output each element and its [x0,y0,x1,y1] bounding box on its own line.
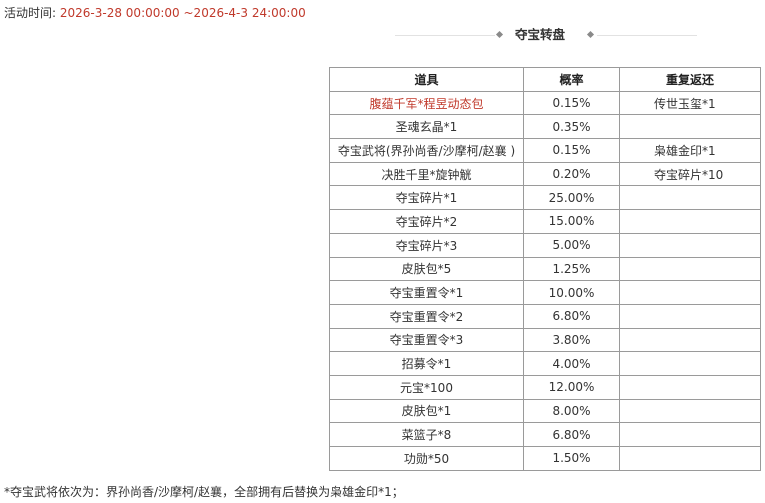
table-row: 菜篮子*8 6.80% [329,422,761,447]
table-row: 夺宝碎片*1 25.00% [329,185,761,211]
item-cell: 元宝*100 [329,374,524,400]
refund-cell [619,422,761,447]
item-cell: 夺宝武将(界孙尚香/沙摩柯/赵襄 ) [329,138,524,163]
refund-cell [619,398,761,424]
table-row: 皮肤包*1 8.00% [329,398,761,424]
refund-cell [619,374,761,400]
rate-cell: 0.20% [523,161,620,187]
table-row: 夺宝重置令*1 10.00% [329,280,761,305]
item-cell: 夺宝碎片*1 [329,185,524,211]
table-row: 夺宝碎片*2 15.00% [329,209,761,234]
refund-cell [619,303,761,329]
title-divider-right [597,35,697,36]
refund-cell [619,232,761,258]
refund-cell: 传世玉玺*1 [619,90,761,116]
refund-cell: 夺宝碎片*10 [619,161,761,187]
activity-time: 活动时间: 2026-3-28 00:00:00 ~2026-4-3 24:00… [4,4,306,22]
rate-cell: 0.35% [523,114,620,140]
item-cell: 圣魂玄晶*1 [329,114,524,140]
rate-cell: 5.00% [523,232,620,258]
footnote: *夺宝武将依次为：界孙尚香/沙摩柯/赵襄，全部拥有后替换为枭雄金印*1； [4,485,404,499]
rate-cell: 3.80% [523,327,620,353]
header-refund: 重复返还 [619,67,761,92]
rate-cell: 0.15% [523,138,620,163]
activity-time-value: 2026-3-28 00:00:00 ~2026-4-3 24:00:00 [59,6,306,20]
rate-cell: 12.00% [523,374,620,400]
table-row: 夺宝重置令*3 3.80% [329,327,761,353]
item-cell: 腹蕴千军*程昱动态包 [329,90,524,116]
item-cell: 夺宝碎片*3 [329,232,524,258]
refund-cell [619,209,761,234]
table-row: 夺宝武将(界孙尚香/沙摩柯/赵襄 ) 0.15% 枭雄金印*1 [329,138,761,163]
item-cell: 皮肤包*5 [329,256,524,282]
table-row: 夺宝碎片*3 5.00% [329,232,761,258]
rate-cell: 0.15% [523,90,620,116]
rate-cell: 4.00% [523,351,620,376]
rate-cell: 8.00% [523,398,620,424]
rate-cell: 1.50% [523,446,620,471]
refund-cell: 枭雄金印*1 [619,138,761,163]
table-row: 圣魂玄晶*1 0.35% [329,114,761,140]
item-cell: 招募令*1 [329,351,524,376]
title-divider-left [395,35,495,36]
table-header-row: 道具 概率 重复返还 [329,67,761,92]
prize-table: 道具 概率 重复返还 腹蕴千军*程昱动态包 0.15% 传世玉玺*1 圣魂玄晶*1 0.… [329,67,761,471]
rate-cell: 6.80% [523,422,620,447]
item-cell: 夺宝重置令*2 [329,303,524,329]
rate-cell: 10.00% [523,280,620,305]
table-row: 功勋*50 1.50% [329,446,761,471]
refund-cell [619,256,761,282]
rate-cell: 25.00% [523,185,620,211]
refund-cell [619,185,761,211]
item-cell: 皮肤包*1 [329,398,524,424]
item-cell: 决胜千里*旋钟觥 [329,161,524,187]
header-rate: 概率 [523,67,620,92]
table-row: 夺宝重置令*2 6.80% [329,303,761,329]
item-cell: 功勋*50 [329,446,524,471]
table-row: 腹蕴千军*程昱动态包 0.15% 传世玉玺*1 [329,90,761,116]
rate-cell: 15.00% [523,209,620,234]
header-item: 道具 [329,67,524,92]
refund-cell [619,114,761,140]
item-cell: 夺宝重置令*3 [329,327,524,353]
refund-cell [619,327,761,353]
refund-cell [619,280,761,305]
table-row: 皮肤包*5 1.25% [329,256,761,282]
section-title: 夺宝转盘 [514,27,565,42]
table-row: 元宝*100 12.00% [329,374,761,400]
refund-cell [619,351,761,376]
activity-time-label: 活动时间: [4,6,57,20]
item-cell: 菜篮子*8 [329,422,524,447]
rate-cell: 1.25% [523,256,620,282]
table-row: 决胜千里*旋钟觥 0.20% 夺宝碎片*10 [329,161,761,187]
table-row: 招募令*1 4.00% [329,351,761,376]
refund-cell [619,446,761,471]
rate-cell: 6.80% [523,303,620,329]
item-cell: 夺宝碎片*2 [329,209,524,234]
item-cell: 夺宝重置令*1 [329,280,524,305]
